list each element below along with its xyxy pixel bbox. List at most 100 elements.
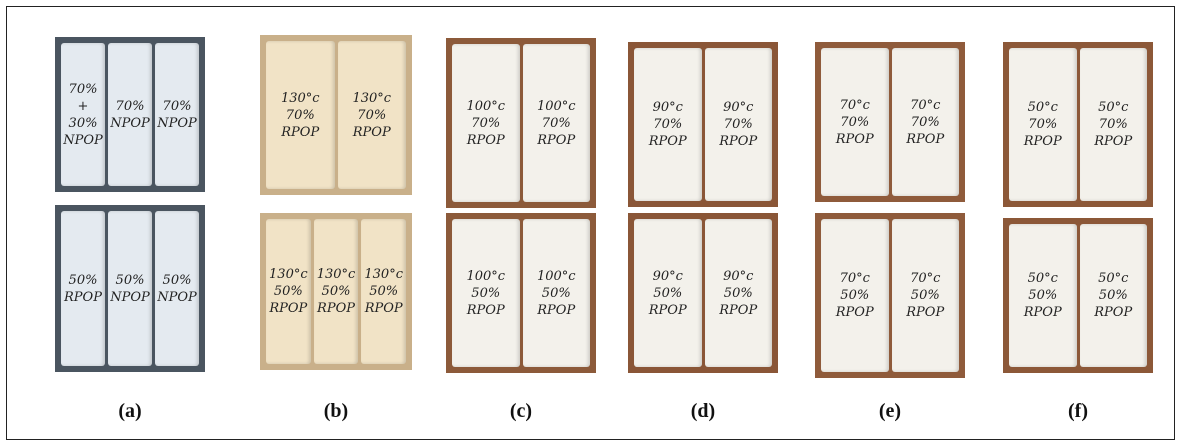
specimen-label: 50%	[1028, 289, 1057, 302]
specimen-label: RPOP	[836, 306, 874, 319]
specimen-label: 70%	[286, 109, 315, 122]
specimen-label: 130°c	[364, 268, 403, 281]
specimen-label: 70%	[163, 100, 192, 113]
specimen-label: 100°c	[466, 270, 505, 283]
panel-caption: (c)	[491, 400, 551, 423]
specimen-label: 50%	[471, 287, 500, 300]
specimen-label: NPOP	[157, 291, 197, 304]
specimen-label: 50°c	[1098, 272, 1128, 285]
specimen-label: 70%	[653, 118, 682, 131]
specimen-label: 70%	[471, 117, 500, 130]
specimen: 130°c 50% RPOP	[314, 219, 359, 364]
specimen-photo: 70°c50%RPOP70°c50%RPOP	[815, 213, 965, 378]
specimen-label: RPOP	[353, 126, 391, 139]
specimen-label: 130°c	[352, 92, 391, 105]
specimen-photo: 50°c 50% RPOP 50°c 50% RPOP	[1003, 218, 1153, 373]
panel-caption: (a)	[100, 400, 160, 423]
specimen-label: 90°c	[723, 101, 753, 114]
specimen-label: 90°c	[653, 270, 683, 283]
specimen-label: 70%	[542, 117, 571, 130]
specimen-label: 50%	[542, 287, 571, 300]
specimen: 70°c70%RPOP	[821, 48, 889, 196]
specimen-label: RPOP	[365, 302, 403, 315]
specimen-label: 70%	[724, 118, 753, 131]
specimen: 50% RPOP	[61, 211, 105, 366]
specimen: 90°c50%RPOP	[705, 219, 773, 367]
specimen-label: RPOP	[269, 302, 307, 315]
specimen-label: RPOP	[537, 134, 575, 147]
specimen-label: 50%	[724, 287, 753, 300]
specimen-label: RPOP	[906, 133, 944, 146]
specimen-label: RPOP	[467, 134, 505, 147]
specimen: 70% NPOP	[155, 43, 199, 186]
panel-caption: (f)	[1048, 400, 1108, 423]
specimen-label: 70%	[911, 116, 940, 129]
specimen-label: RPOP	[649, 304, 687, 317]
specimen-label: RPOP	[1024, 135, 1062, 148]
specimen-photo: 130°c 70% RPOP 130°c 70% RPOP	[260, 35, 412, 195]
specimen-label: 100°c	[466, 100, 505, 113]
specimen: 100°c50%RPOP	[523, 219, 591, 367]
specimen: 130°c 70% RPOP	[338, 41, 407, 189]
specimen: 100°c 70% RPOP	[523, 44, 591, 202]
specimen-label: 50%	[322, 285, 351, 298]
specimen-label: 50%	[911, 289, 940, 302]
specimen-label: 50%	[369, 285, 398, 298]
specimen: 50°c 50% RPOP	[1009, 224, 1077, 367]
specimen-label: 50°c	[1098, 101, 1128, 114]
specimen-photo: 100°c 70% RPOP 100°c 70% RPOP	[446, 38, 596, 208]
specimen-label: RPOP	[281, 126, 319, 139]
specimen-label: RPOP	[836, 133, 874, 146]
specimen-label: 50%	[1099, 289, 1128, 302]
specimen-label: 70%	[357, 109, 386, 122]
specimen-label: 130°c	[317, 268, 356, 281]
specimen: 50% NPOP	[155, 211, 199, 366]
specimen-label: 100°c	[537, 100, 576, 113]
specimen: 70%+30%NPOP	[61, 43, 105, 186]
specimen-label: +	[78, 100, 89, 113]
specimen-label: 130°c	[281, 92, 320, 105]
specimen-label: 50%	[840, 289, 869, 302]
specimen: 130°c 50% RPOP	[361, 219, 406, 364]
specimen-label: RPOP	[1094, 306, 1132, 319]
specimen-photo: 130°c50%RPOP130°c50%RPOP130°c50%RPOP	[260, 213, 412, 370]
specimen: 50°c 70% RPOP	[1080, 48, 1148, 201]
figure: 70%+30%NPOP70%NPOP70%NPOP50%RPOP50%NPOP5…	[0, 0, 1181, 447]
specimen-label: 50%	[116, 274, 145, 287]
specimen-label: NPOP	[157, 117, 197, 130]
specimen-label: RPOP	[317, 302, 355, 315]
specimen-label: 70%	[840, 116, 869, 129]
specimen: 70%NPOP	[108, 43, 152, 186]
specimen-label: 50°c	[1028, 272, 1058, 285]
specimen-label: RPOP	[1024, 306, 1062, 319]
specimen-label: RPOP	[64, 291, 102, 304]
specimen-label: RPOP	[537, 304, 575, 317]
specimen-label: 70%	[1028, 118, 1057, 131]
specimen-label: RPOP	[1094, 135, 1132, 148]
specimen: 90°c 70% RPOP	[634, 48, 702, 201]
panel-caption: (e)	[860, 400, 920, 423]
specimen-label: 70°c	[910, 99, 940, 112]
specimen-label: 70°c	[840, 272, 870, 285]
specimen-label: 50%	[163, 274, 192, 287]
specimen-label: RPOP	[649, 135, 687, 148]
specimen-label: 90°c	[653, 101, 683, 114]
specimen-label: NPOP	[63, 134, 103, 147]
specimen: 100°c 70% RPOP	[452, 44, 520, 202]
specimen-label: 70%	[1099, 118, 1128, 131]
specimen: 70°c50%RPOP	[892, 219, 960, 372]
specimen: 50%NPOP	[108, 211, 152, 366]
specimen-label: 50%	[69, 274, 98, 287]
specimen-label: 130°c	[269, 268, 308, 281]
specimen-label: NPOP	[110, 117, 150, 130]
specimen: 50°c70%RPOP	[1009, 48, 1077, 201]
